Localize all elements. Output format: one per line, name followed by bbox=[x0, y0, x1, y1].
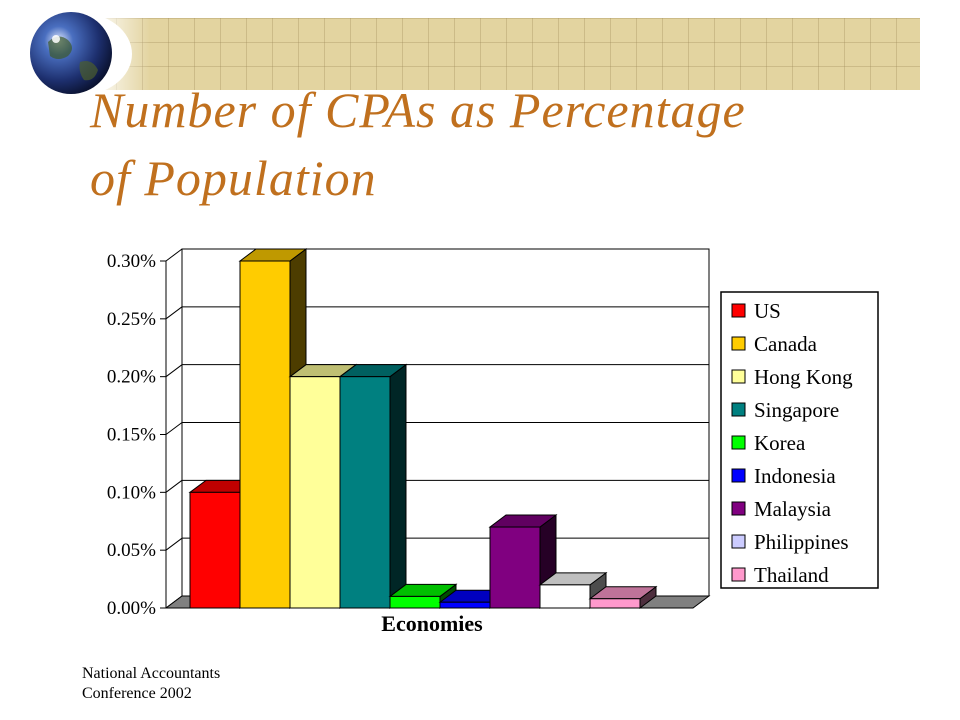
y-tick-label: 0.15% bbox=[107, 425, 156, 446]
legend-label: Canada bbox=[754, 332, 818, 356]
legend-label: Malaysia bbox=[754, 497, 832, 521]
legend-swatch bbox=[731, 303, 746, 318]
legend-swatch bbox=[731, 468, 746, 483]
legend-swatch bbox=[731, 534, 746, 549]
footer-text: National Accountants Conference 2002 bbox=[82, 664, 220, 704]
gridline-side bbox=[165, 479, 183, 493]
legend-label: Singapore bbox=[754, 398, 839, 422]
y-tick-label: 0.30% bbox=[107, 251, 156, 272]
gridline-side bbox=[165, 306, 183, 320]
legend-label: Philippines bbox=[754, 530, 849, 554]
bar-thailand bbox=[588, 585, 658, 609]
gridline-side bbox=[165, 364, 183, 378]
gridline-side bbox=[165, 248, 183, 262]
y-tick-label: 0.00% bbox=[107, 598, 156, 619]
legend-label: Indonesia bbox=[754, 464, 836, 488]
legend-swatch bbox=[731, 402, 746, 417]
y-tick-label: 0.25% bbox=[107, 309, 156, 330]
legend-box bbox=[720, 291, 879, 589]
x-axis-label: Economies bbox=[381, 611, 483, 636]
legend-swatch bbox=[731, 369, 746, 384]
legend-swatch bbox=[731, 336, 746, 351]
page-title: Number of CPAs as Percentage of Populati… bbox=[90, 76, 910, 212]
legend-label: US bbox=[754, 299, 781, 323]
title-line-1: Number of CPAs as Percentage bbox=[90, 82, 746, 138]
bar-singapore bbox=[338, 363, 408, 609]
title-line-2: of Population bbox=[90, 150, 377, 206]
gridline-side bbox=[165, 537, 183, 551]
gridline-side bbox=[165, 422, 183, 435]
y-tick-label: 0.05% bbox=[107, 540, 156, 561]
legend-label: Thailand bbox=[754, 563, 829, 587]
footer-line-2: Conference 2002 bbox=[82, 685, 192, 702]
legend-swatch bbox=[731, 501, 746, 516]
legend-swatch bbox=[731, 435, 746, 450]
legend-swatch bbox=[731, 567, 746, 582]
globe-icon bbox=[30, 12, 112, 94]
footer-line-1: National Accountants bbox=[82, 665, 221, 682]
y-tick-label: 0.20% bbox=[107, 367, 156, 388]
legend-label: Hong Kong bbox=[754, 365, 853, 389]
header-banner bbox=[90, 18, 920, 90]
legend-label: Korea bbox=[754, 431, 806, 455]
y-tick-label: 0.10% bbox=[107, 482, 156, 503]
